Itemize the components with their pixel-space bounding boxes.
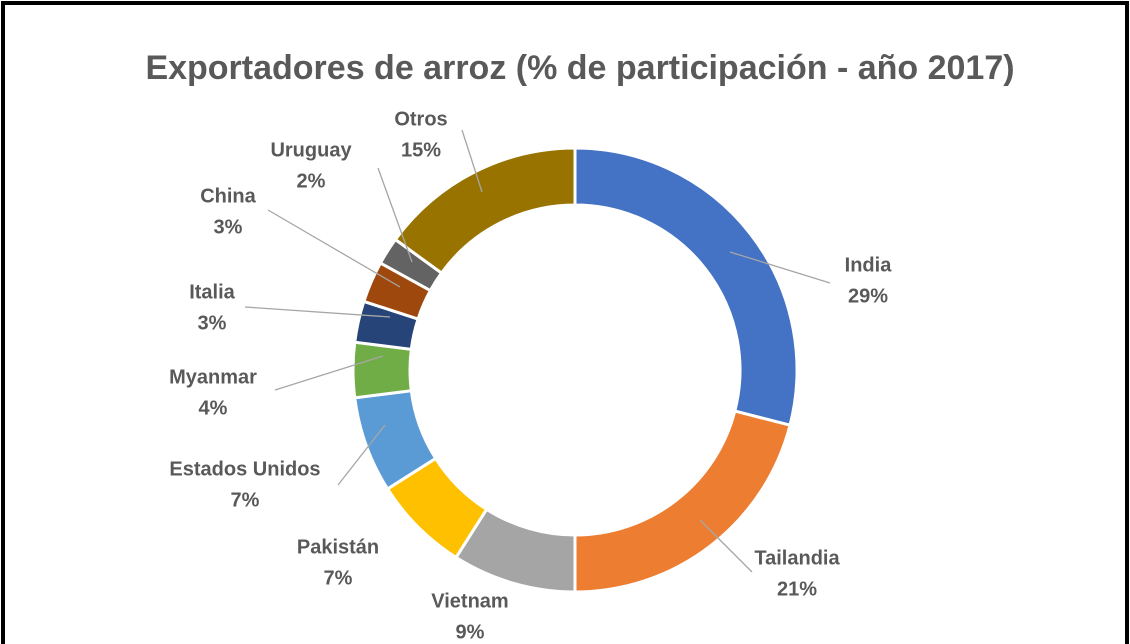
slice-value-label: 4% bbox=[199, 397, 228, 419]
slice-label: Myanmar bbox=[169, 366, 257, 388]
donut-slice bbox=[393, 146, 577, 276]
slice-value-label: 9% bbox=[456, 621, 485, 643]
leader-line bbox=[267, 209, 401, 288]
slice-value-label: 15% bbox=[401, 139, 441, 161]
leader-line bbox=[244, 306, 391, 318]
slice-label: Tailandia bbox=[754, 547, 840, 569]
slice-label: Uruguay bbox=[270, 139, 352, 161]
slice-value-label: 21% bbox=[777, 578, 817, 600]
slice-value-label: 7% bbox=[324, 567, 353, 589]
slice-label: Pakistán bbox=[297, 536, 379, 558]
slice-label: Otros bbox=[394, 108, 447, 130]
slice-value-label: 7% bbox=[231, 489, 260, 511]
leader-line bbox=[699, 519, 753, 573]
slice-label: China bbox=[200, 185, 256, 207]
leader-line bbox=[729, 251, 831, 284]
slice-value-label: 3% bbox=[214, 216, 243, 238]
leader-line bbox=[337, 424, 386, 486]
leader-line bbox=[461, 129, 483, 193]
slice-value-label: 3% bbox=[198, 312, 227, 334]
slice-label: India bbox=[845, 254, 893, 276]
leader-line bbox=[274, 355, 384, 391]
chart-title: Exportadores de arroz (% de participació… bbox=[145, 49, 1014, 87]
slice-value-label: 2% bbox=[297, 170, 326, 192]
donut-slice bbox=[351, 340, 413, 400]
slice-label: Vietnam bbox=[431, 590, 508, 612]
slice-label: Italia bbox=[189, 281, 235, 303]
slice-label: Estados Unidos bbox=[169, 458, 320, 480]
leader-line bbox=[377, 167, 413, 263]
slice-value-label: 29% bbox=[848, 285, 888, 307]
